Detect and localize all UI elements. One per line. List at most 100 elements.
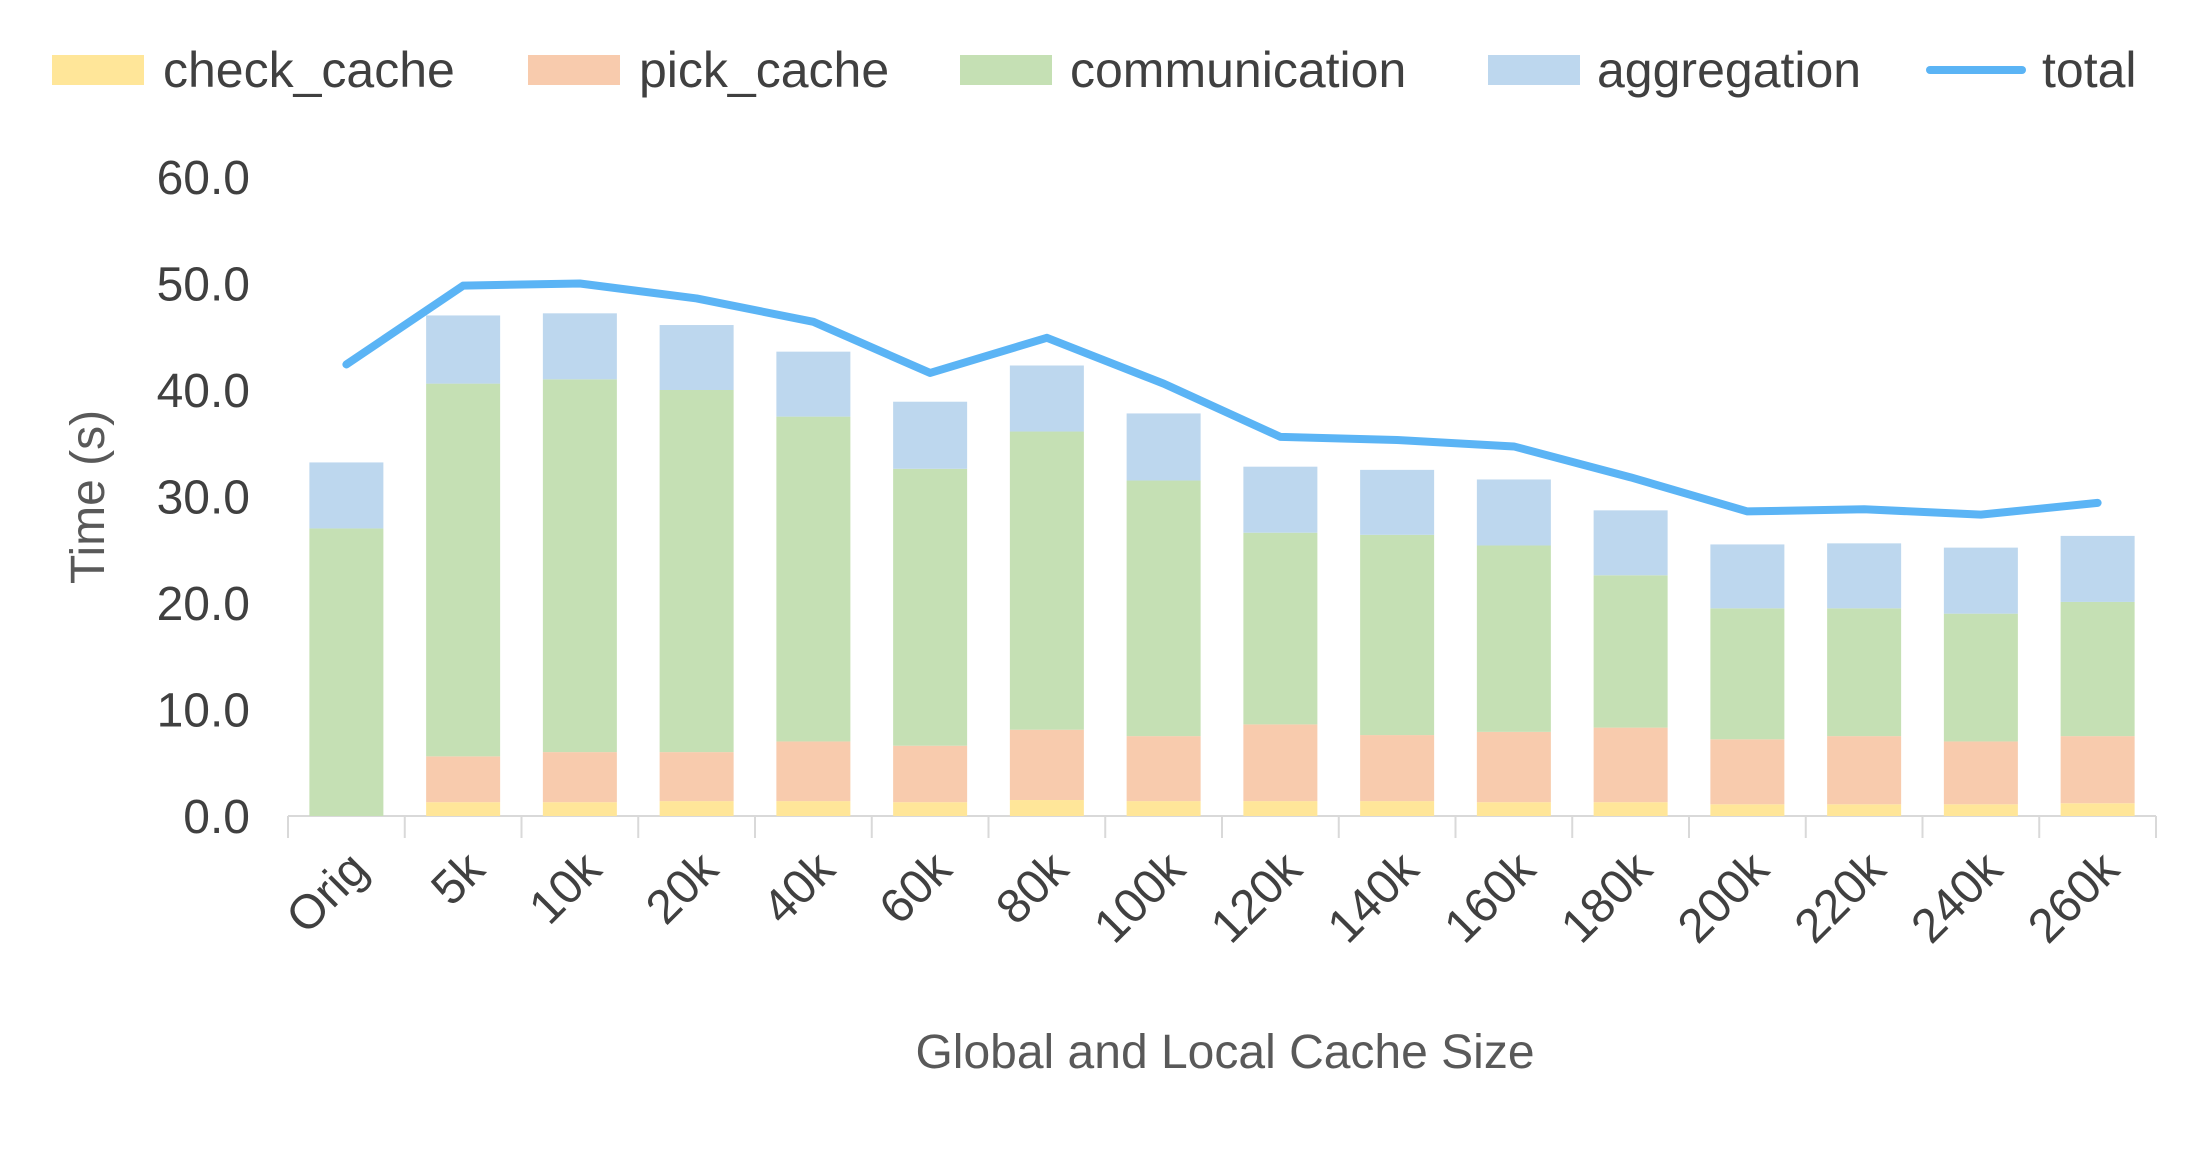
y-tick-label-6: 60.0 bbox=[157, 152, 250, 205]
bar-check_cache-200k bbox=[1710, 804, 1785, 816]
x-tick-label-160k: 160k bbox=[1435, 842, 1547, 954]
legend-label-check_cache: check_cache bbox=[163, 42, 455, 98]
bar-aggregation-60k bbox=[893, 401, 968, 469]
bar-pick_cache-140k bbox=[1360, 735, 1435, 802]
bar-pick_cache-20k bbox=[659, 752, 734, 802]
legend-item-total: total bbox=[1926, 42, 2137, 98]
x-tick-label-200k: 200k bbox=[1668, 842, 1780, 954]
bar-communication-40k bbox=[776, 416, 851, 742]
bar-pick_cache-100k bbox=[1126, 736, 1201, 802]
x-tick-label-40k: 40k bbox=[753, 842, 846, 935]
bar-check_cache-240k bbox=[1943, 804, 2018, 816]
x-tick-label-20k: 20k bbox=[636, 842, 729, 935]
y-tick-label-3: 30.0 bbox=[157, 472, 250, 525]
x-tick-label-220k: 220k bbox=[1785, 842, 1897, 954]
legend: check_cache pick_cache communication aggreg… bbox=[52, 42, 2137, 98]
legend-swatch-pick_cache bbox=[528, 55, 620, 85]
x-tick-label-180k: 180k bbox=[1551, 842, 1663, 954]
bar-aggregation-240k bbox=[1943, 547, 2018, 614]
bar-pick_cache-60k bbox=[893, 745, 968, 803]
bar-check_cache-220k bbox=[1827, 804, 1902, 816]
bar-aggregation-180k bbox=[1593, 510, 1668, 576]
bar-check_cache-60k bbox=[893, 802, 968, 816]
legend-label-pick_cache: pick_cache bbox=[639, 42, 889, 98]
legend-swatch-aggregation bbox=[1488, 55, 1580, 85]
bar-check_cache-20k bbox=[659, 801, 734, 816]
bars bbox=[309, 313, 2135, 816]
line-total bbox=[342, 279, 2102, 519]
bar-aggregation-20k bbox=[659, 325, 734, 390]
bar-aggregation-5k bbox=[426, 315, 501, 384]
total-line bbox=[342, 279, 2102, 519]
legend-swatch-communication bbox=[960, 55, 1052, 85]
bar-communication-Orig bbox=[309, 528, 384, 816]
bar-communication-100k bbox=[1126, 480, 1201, 737]
legend-label-aggregation: aggregation bbox=[1597, 42, 1861, 98]
y-axis: 0.0 10.0 20.0 30.0 40.0 50.0 60.0 bbox=[157, 152, 250, 844]
bar-aggregation-160k bbox=[1476, 479, 1551, 546]
x-tick-label-140k: 140k bbox=[1318, 842, 1430, 954]
bar-aggregation-10k bbox=[542, 313, 617, 380]
y-tick-label-2: 20.0 bbox=[157, 578, 250, 631]
bar-communication-180k bbox=[1593, 575, 1668, 728]
bar-communication-120k bbox=[1243, 532, 1318, 725]
legend-label-total: total bbox=[2042, 42, 2137, 98]
bar-check_cache-180k bbox=[1593, 802, 1668, 816]
x-tick-label-Orig: Orig bbox=[277, 842, 379, 944]
bar-aggregation-Orig bbox=[309, 462, 384, 529]
x-tick-label-100k: 100k bbox=[1084, 842, 1196, 954]
bar-aggregation-40k bbox=[776, 351, 851, 417]
x-tick-label-240k: 240k bbox=[1902, 842, 2014, 954]
bar-communication-260k bbox=[2060, 601, 2135, 737]
bar-communication-160k bbox=[1476, 545, 1551, 732]
bar-communication-220k bbox=[1827, 608, 1902, 737]
bar-check_cache-260k bbox=[2060, 803, 2135, 816]
bar-pick_cache-5k bbox=[426, 756, 501, 803]
bar-check_cache-80k bbox=[1009, 800, 1084, 816]
bar-check_cache-5k bbox=[426, 802, 501, 816]
bar-pick_cache-180k bbox=[1593, 727, 1668, 803]
bar-check_cache-10k bbox=[542, 802, 617, 816]
y-tick-label-4: 40.0 bbox=[157, 365, 250, 418]
y-tick-label-5: 50.0 bbox=[157, 259, 250, 312]
bar-pick_cache-40k bbox=[776, 741, 851, 802]
bar-communication-200k bbox=[1710, 608, 1785, 740]
bar-communication-240k bbox=[1943, 613, 2018, 742]
legend-item-pick_cache: pick_cache bbox=[528, 42, 889, 98]
bar-aggregation-140k bbox=[1360, 469, 1435, 535]
bar-communication-60k bbox=[893, 468, 968, 746]
bar-communication-5k bbox=[426, 383, 501, 757]
bar-communication-140k bbox=[1360, 534, 1435, 736]
bar-check_cache-120k bbox=[1243, 801, 1318, 816]
bar-pick_cache-10k bbox=[542, 752, 617, 803]
x-axis: Orig 5k 10k 20k 40k 60k 80k 100k 120k 140k 160k 180… bbox=[277, 815, 2157, 954]
x-axis-title: Global and Local Cache Size bbox=[915, 1026, 1534, 1079]
bar-check_cache-140k bbox=[1360, 801, 1435, 816]
bar-pick_cache-80k bbox=[1009, 729, 1084, 801]
legend-item-communication: communication bbox=[960, 42, 1406, 98]
bar-communication-80k bbox=[1009, 431, 1084, 730]
x-tick-label-5k: 5k bbox=[422, 842, 496, 916]
bar-pick_cache-160k bbox=[1476, 731, 1551, 803]
legend-item-aggregation: aggregation bbox=[1488, 42, 1861, 98]
legend-item-check_cache: check_cache bbox=[52, 42, 455, 98]
y-axis-title: Time (s) bbox=[62, 410, 115, 584]
legend-swatch-check_cache bbox=[52, 55, 144, 85]
bar-check_cache-40k bbox=[776, 801, 851, 816]
y-tick-label-0: 0.0 bbox=[183, 791, 250, 844]
x-tick-label-120k: 120k bbox=[1201, 842, 1313, 954]
x-tick-label-260k: 260k bbox=[2018, 842, 2130, 954]
legend-label-communication: communication bbox=[1070, 42, 1406, 98]
bar-check_cache-100k bbox=[1126, 801, 1201, 816]
bar-aggregation-220k bbox=[1827, 543, 1902, 609]
bar-aggregation-120k bbox=[1243, 466, 1318, 533]
x-tick-label-10k: 10k bbox=[519, 842, 612, 935]
bar-pick_cache-240k bbox=[1943, 741, 2018, 805]
x-tick-label-60k: 60k bbox=[870, 842, 963, 935]
bar-aggregation-80k bbox=[1009, 365, 1084, 432]
bar-aggregation-100k bbox=[1126, 413, 1201, 481]
bar-aggregation-200k bbox=[1710, 544, 1785, 609]
x-tick-label-80k: 80k bbox=[986, 842, 1079, 935]
bar-check_cache-160k bbox=[1476, 802, 1551, 816]
